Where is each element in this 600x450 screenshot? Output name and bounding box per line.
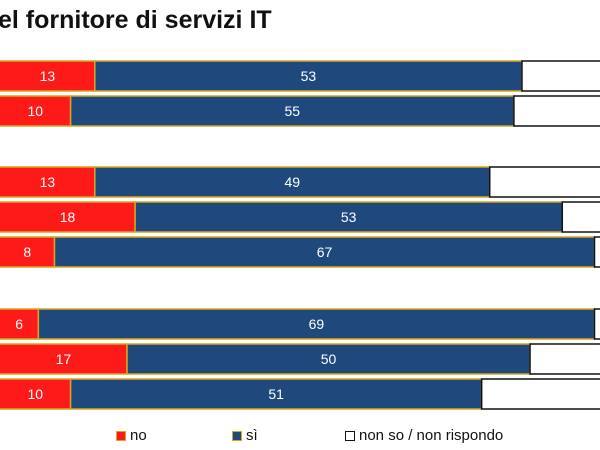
bar-si-0: [94, 60, 523, 92]
data-label-si-7: 51: [268, 386, 284, 402]
bar-nonso-7: [480, 378, 600, 410]
data-label-no-1: 10: [28, 103, 44, 119]
data-label-no-5: 6: [15, 316, 23, 332]
bar-nonso-6: [529, 343, 600, 375]
bar-nonso-1: [513, 95, 600, 127]
bar-si-2: [94, 166, 491, 198]
bar-nonso-3: [561, 201, 600, 233]
data-label-si-1: 55: [284, 103, 300, 119]
bar-no-5: [0, 308, 40, 340]
chart-title: el fornitore di servizi IT: [0, 6, 272, 34]
legend-swatch-si: [232, 430, 242, 441]
legend-item-nonso: non so / non rispondo: [345, 427, 503, 444]
data-label-si-0: 53: [301, 68, 317, 84]
data-label-si-5: 69: [309, 316, 325, 332]
legend-item-si: sì: [232, 427, 258, 444]
legend-label-no: no: [130, 427, 147, 444]
bar-nonso-5: [593, 308, 600, 340]
legend-label-si: sì: [246, 427, 258, 444]
data-label-no-3: 18: [60, 209, 76, 225]
data-label-no-6: 17: [56, 351, 72, 367]
data-label-si-2: 49: [284, 174, 300, 190]
data-label-no-4: 8: [23, 244, 31, 260]
data-label-si-3: 53: [341, 209, 357, 225]
data-label-si-6: 50: [321, 351, 337, 367]
bar-nonso-2: [488, 166, 600, 198]
bar-nonso-0: [521, 60, 600, 92]
bar-si-1: [69, 95, 515, 127]
bar-nonso-4: [593, 236, 600, 268]
bar-si-4: [53, 236, 596, 268]
data-label-no-0: 13: [40, 68, 56, 84]
legend-item-no: no: [116, 427, 147, 444]
legend-label-nonso: non so / non rispondo: [359, 427, 504, 444]
bar-no-3: [0, 201, 136, 233]
bar-no-1: [0, 95, 72, 127]
bar-no-7: [0, 378, 72, 410]
bar-no-0: [0, 60, 96, 92]
legend-swatch-nonso: [345, 430, 355, 441]
data-label-si-4: 67: [317, 244, 333, 260]
data-label-no-7: 10: [28, 386, 44, 402]
data-label-no-2: 13: [40, 174, 56, 190]
bar-no-4: [0, 236, 56, 268]
legend-swatch-no: [116, 430, 126, 441]
bar-si-6: [126, 343, 531, 375]
bar-si-3: [134, 201, 564, 233]
